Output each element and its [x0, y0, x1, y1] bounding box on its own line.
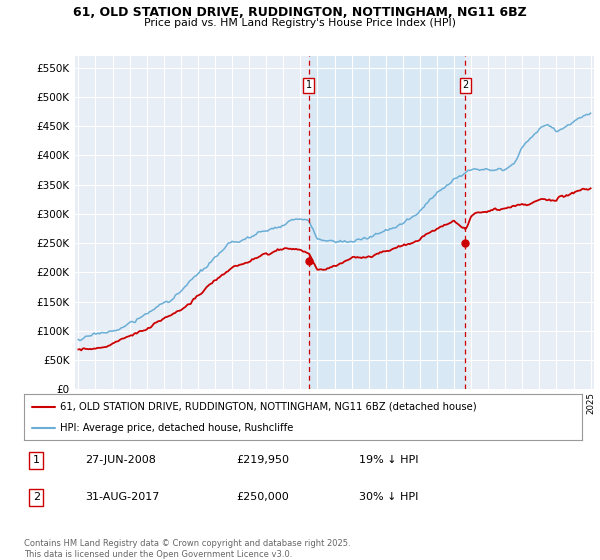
Text: HPI: Average price, detached house, Rushcliffe: HPI: Average price, detached house, Rush…: [60, 423, 293, 433]
Text: Price paid vs. HM Land Registry's House Price Index (HPI): Price paid vs. HM Land Registry's House …: [144, 18, 456, 28]
Text: 31-AUG-2017: 31-AUG-2017: [85, 492, 160, 502]
Text: 27-JUN-2008: 27-JUN-2008: [85, 455, 156, 465]
Text: 1: 1: [33, 455, 40, 465]
Text: 61, OLD STATION DRIVE, RUDDINGTON, NOTTINGHAM, NG11 6BZ (detached house): 61, OLD STATION DRIVE, RUDDINGTON, NOTTI…: [60, 402, 477, 412]
Text: 30% ↓ HPI: 30% ↓ HPI: [359, 492, 418, 502]
Text: £250,000: £250,000: [236, 492, 289, 502]
Text: 19% ↓ HPI: 19% ↓ HPI: [359, 455, 418, 465]
Text: £219,950: £219,950: [236, 455, 289, 465]
Text: Contains HM Land Registry data © Crown copyright and database right 2025.
This d: Contains HM Land Registry data © Crown c…: [24, 539, 350, 559]
Text: 2: 2: [33, 492, 40, 502]
Bar: [309, 56, 465, 389]
Text: 1: 1: [305, 80, 312, 90]
Text: 61, OLD STATION DRIVE, RUDDINGTON, NOTTINGHAM, NG11 6BZ: 61, OLD STATION DRIVE, RUDDINGTON, NOTTI…: [73, 6, 527, 18]
Text: 2: 2: [462, 80, 469, 90]
